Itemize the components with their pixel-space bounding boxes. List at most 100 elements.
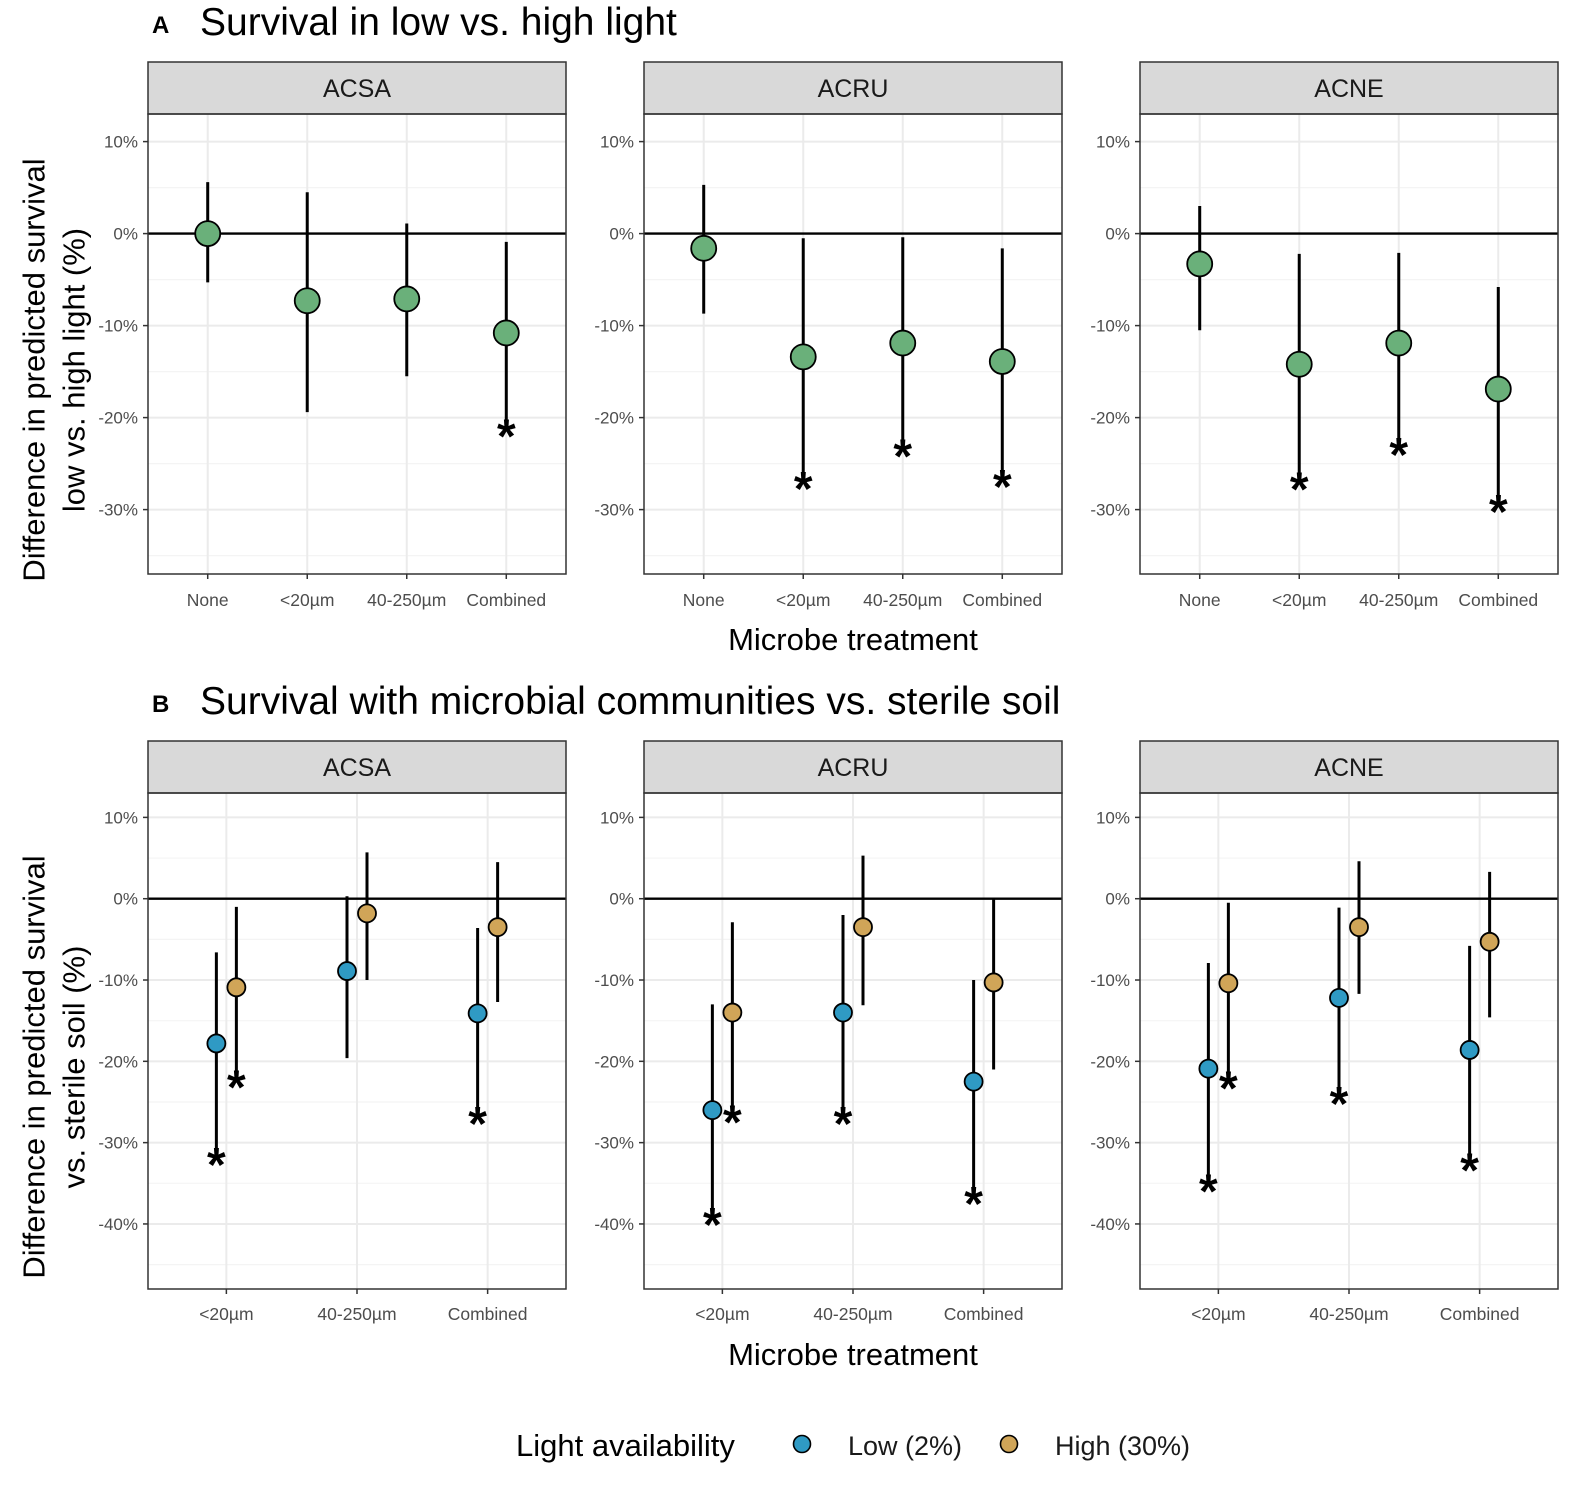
x-tick-label: 40-250µm — [813, 1304, 892, 1324]
y-tick-label: -10% — [1090, 317, 1130, 336]
y-tick-label: -40% — [1090, 1215, 1130, 1234]
significance-star: * — [723, 1096, 742, 1149]
data-point — [1479, 931, 1500, 952]
legend-key-low — [792, 1434, 812, 1454]
panel-title-B: Survival with microbial communities vs. … — [200, 680, 1060, 723]
panel-letter-B: B — [152, 691, 169, 718]
y-tick-label: 0% — [609, 225, 634, 244]
data-point — [487, 917, 508, 938]
x-tick-label: 40-250µm — [317, 1304, 396, 1324]
y-axis-label-A-2: low vs. high light (%) — [57, 228, 92, 512]
x-tick-label: 40-250µm — [1359, 590, 1438, 610]
data-point — [889, 329, 917, 357]
y-tick-label: -10% — [594, 971, 634, 990]
y-tick-label: -20% — [1090, 409, 1130, 428]
data-point — [492, 319, 520, 347]
data-point — [226, 977, 247, 998]
y-tick-label: 0% — [1105, 225, 1130, 244]
y-tick-label: -20% — [594, 409, 634, 428]
x-tick-label: <20µm — [1191, 1304, 1245, 1324]
significance-star: * — [1389, 429, 1408, 482]
x-tick-label: Combined — [1440, 1304, 1520, 1324]
facet-A-acne: ACNE 10% 0% -10% -20% -30% None <20µm 40-250µm Co… — [1090, 61, 1559, 610]
data-point — [467, 1003, 488, 1024]
facet-strip — [147, 61, 567, 115]
x-tick-label: 40-250µm — [1309, 1304, 1388, 1324]
facet-B-acsa: ACSA 10% 0% -10% -20% -30% -40% <20µm 40-250µm Co… — [98, 740, 567, 1324]
significance-star: * — [893, 431, 912, 484]
y-tick-label: -10% — [594, 317, 634, 336]
data-point — [722, 1002, 743, 1023]
y-tick-label: -30% — [98, 501, 138, 520]
panel-B: B Survival with microbial communities vs.… — [17, 680, 1559, 1372]
y-axis-label-B-1: Difference in predicted survival — [17, 855, 52, 1278]
significance-star: * — [834, 1098, 853, 1151]
panel-A: A Survival in low vs. high light Differenc… — [17, 1, 1559, 657]
facet-label-acru: ACRU — [818, 75, 889, 103]
significance-star: * — [468, 1098, 487, 1151]
data-point — [1218, 973, 1239, 994]
y-tick-label: -40% — [98, 1215, 138, 1234]
legend-label-high: High (30%) — [1055, 1431, 1190, 1461]
y-tick-label: 10% — [104, 133, 138, 152]
facet-A-acsa: ACSA 10% 0% -10% -20% -30% None <20µm 40-250µm Co… — [98, 61, 567, 610]
data-point — [1329, 988, 1349, 1008]
x-axis-label-A: Microbe treatment — [728, 622, 978, 657]
x-tick-label: <20µm — [199, 1304, 253, 1324]
panel-title-A: Survival in low vs. high light — [200, 1, 677, 44]
facet-strip — [1139, 740, 1559, 794]
y-axis-label-A-1: Difference in predicted survival — [17, 158, 52, 581]
data-point — [206, 1033, 227, 1054]
y-tick-label: 10% — [600, 808, 634, 827]
x-tick-label: Combined — [1458, 590, 1538, 610]
y-tick-label: 0% — [1105, 890, 1130, 909]
facet-B-acru: ACRU 10% 0% -10% -20% -30% -40% <20µm 40-250µm Co… — [594, 740, 1063, 1324]
significance-star: * — [1330, 1078, 1349, 1131]
y-axis-label-B-2: vs. sterile soil (%) — [57, 946, 92, 1189]
panel-border — [643, 113, 1063, 575]
facet-strip — [643, 61, 1063, 115]
facet-strip — [1139, 61, 1559, 115]
y-tick-label: -20% — [594, 1052, 634, 1071]
x-tick-label: None — [683, 590, 725, 610]
data-point — [194, 220, 222, 248]
y-tick-label: -10% — [98, 971, 138, 990]
facet-label-acne: ACNE — [1314, 75, 1383, 103]
panel-letter-A: A — [152, 12, 169, 39]
significance-star: * — [1290, 464, 1309, 517]
x-tick-label: Combined — [962, 590, 1042, 610]
panel-border — [147, 113, 567, 575]
data-point — [833, 1002, 853, 1023]
y-tick-label: -10% — [1090, 971, 1130, 990]
significance-star: * — [227, 1062, 246, 1115]
x-tick-label: 40-250µm — [367, 590, 446, 610]
legend-label-low: Low (2%) — [848, 1431, 962, 1461]
y-tick-label: -30% — [1090, 501, 1130, 520]
y-tick-label: 10% — [600, 133, 634, 152]
y-tick-label: 0% — [113, 890, 138, 909]
significance-star: * — [1219, 1062, 1238, 1115]
y-tick-label: 0% — [609, 890, 634, 909]
y-tick-label: -40% — [594, 1215, 634, 1234]
data-point — [983, 972, 1004, 993]
y-tick-label: 0% — [113, 225, 138, 244]
facet-B-acne: ACNE 10% 0% -10% -20% -30% -40% <20µm 40-250µm Co… — [1090, 740, 1559, 1324]
y-tick-label: 10% — [1096, 133, 1130, 152]
significance-star: * — [703, 1199, 722, 1252]
x-tick-label: <20µm — [776, 590, 830, 610]
x-tick-label: <20µm — [695, 1304, 749, 1324]
significance-star: * — [1489, 486, 1508, 539]
facet-label-acne: ACNE — [1314, 754, 1383, 782]
data-point — [1349, 917, 1369, 938]
y-tick-label: -30% — [594, 1134, 634, 1153]
data-point — [690, 234, 718, 262]
data-point — [337, 961, 357, 981]
facet-A-acru: ACRU 10% 0% -10% -20% -30% None <20µm 40-250µm Co… — [594, 61, 1063, 610]
legend-title: Light availability — [516, 1428, 735, 1463]
data-point — [1198, 1058, 1219, 1079]
data-point — [1385, 329, 1413, 357]
data-point — [1186, 250, 1214, 278]
y-tick-label: -20% — [98, 1052, 138, 1071]
x-tick-label: None — [1179, 590, 1221, 610]
legend-key-high — [999, 1434, 1019, 1454]
